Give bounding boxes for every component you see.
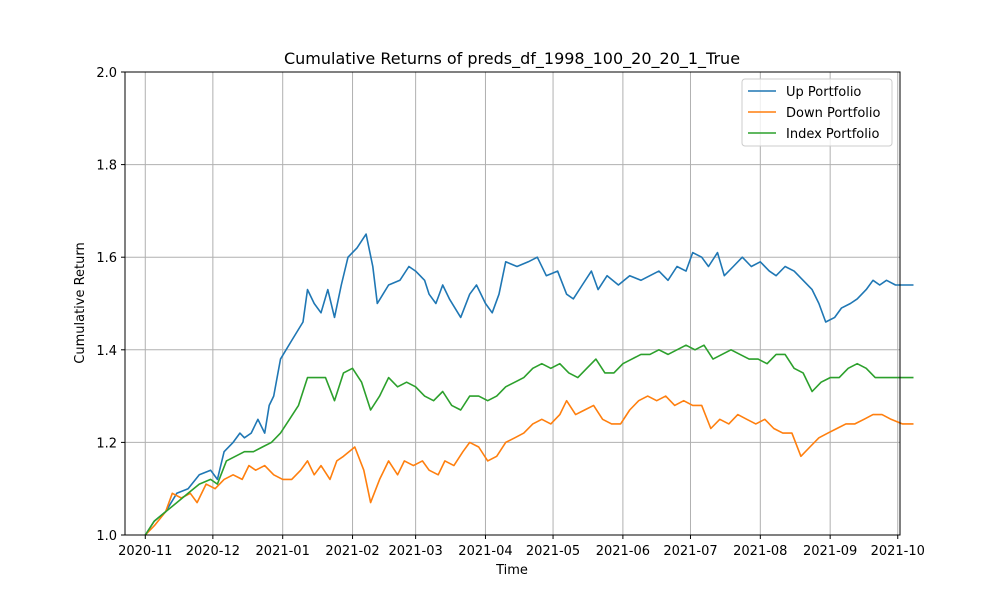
x-tick-label: 2021-01 <box>256 544 310 559</box>
legend-box <box>741 78 893 147</box>
chart-title: Cumulative Returns of preds_df_1998_100_… <box>284 49 740 69</box>
legend-label-up-portfolio: Up Portfolio <box>786 85 861 100</box>
y-tick-label: 1.2 <box>96 436 117 451</box>
y-tick-label: 1.4 <box>96 344 117 359</box>
series-line-index-portfolio <box>144 344 914 536</box>
series-line-up-portfolio <box>144 233 914 536</box>
y-tick-label: 1.8 <box>96 159 117 174</box>
legend-label-index-portfolio: Index Portfolio <box>786 127 879 142</box>
y-tick-label: 1.0 <box>96 529 117 544</box>
x-tick-label: 2021-03 <box>388 544 442 559</box>
y-tick-label: 2.0 <box>96 66 117 81</box>
x-tick-label: 2021-04 <box>458 544 512 559</box>
x-tick-label: 2021-05 <box>526 544 580 559</box>
x-tick-label: 2021-08 <box>733 544 787 559</box>
x-tick-label: 2021-02 <box>325 544 379 559</box>
grid-lines <box>125 71 900 536</box>
x-tick-label: 2020-12 <box>186 544 240 559</box>
axis-ticks: 2020-11 2020-12 2021-01 2021-02 2021-03 2021-… <box>96 66 925 559</box>
x-tick-label: 2021-10 <box>871 544 925 559</box>
legend: Up Portfolio Down Portfolio Index Portfoli… <box>741 78 893 147</box>
legend-label-down-portfolio: Down Portfolio <box>786 106 880 121</box>
x-tick-label: 2021-07 <box>663 544 717 559</box>
y-tick-label: 1.6 <box>96 251 117 266</box>
y-axis-title: Cumulative Return <box>73 242 88 363</box>
plot-area-frame <box>124 71 901 536</box>
series-line-down-portfolio <box>144 395 914 536</box>
series-lines <box>144 233 914 536</box>
x-tick-label: 2021-06 <box>596 544 650 559</box>
x-tick-label: 2021-09 <box>803 544 857 559</box>
x-tick-label: 2020-11 <box>118 544 172 559</box>
x-axis-title: Time <box>495 563 528 578</box>
